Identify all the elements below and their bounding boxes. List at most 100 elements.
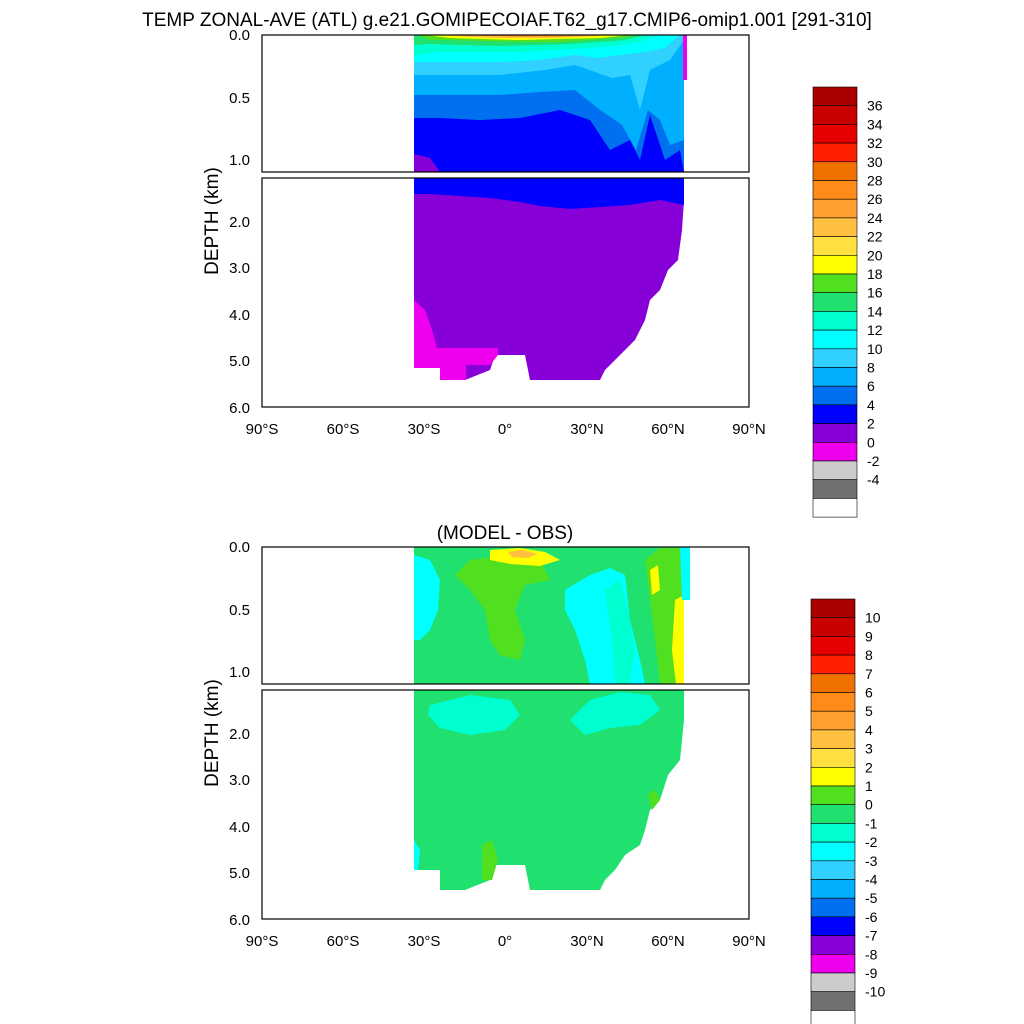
temperature-x-ticks: 90°S 60°S 30°S 0° 30°N 60°N 90°N [246,421,766,438]
temperature-panel: 0.0 0.5 1.0 2.0 3.0 4.0 5.0 6.0 90°S 60°… [202,27,883,518]
colorbar-label: -5 [865,890,878,906]
colorbar-swatch [810,841,856,862]
colorbar-label: 14 [867,303,883,319]
colorbar-label: 18 [867,266,883,282]
anomaly-pos3-surface [508,550,538,558]
colorbar-swatch [812,236,858,256]
difference-upper-frame [261,546,750,685]
xtick-label: 30°S [408,933,441,950]
difference-y-ticks: 0.0 0.5 1.0 2.0 3.0 4.0 5.0 6.0 [229,539,250,929]
anomaly-0-deep [414,690,684,890]
colorbar-swatch [812,217,858,237]
ytick-label: 1.0 [229,152,250,169]
ytick-label: 1.0 [229,664,250,681]
colorbar-swatch [810,879,856,899]
colorbar-label: -2 [865,834,878,850]
colorbar-label: 16 [867,285,883,301]
colorbar-label: -10 [865,984,885,1000]
colorbar-swatch [812,161,858,181]
colorbar-label: 12 [867,322,883,338]
ytick-label: 0.0 [229,539,250,556]
temperature-upper-frame [261,34,750,173]
bottom-cold-water [414,300,498,380]
colorbar-label: 22 [867,229,883,245]
colorbar-swatch [812,105,858,125]
colorbar-swatch [812,329,858,350]
colorbar-label: 0 [867,434,875,450]
difference-upper-fill [414,547,690,684]
colorbar-swatch [810,935,856,955]
colorbar-label: 5 [865,703,873,719]
colorbar-swatch [810,598,856,619]
temperature-y-ticks: 0.0 0.5 1.0 2.0 3.0 4.0 5.0 6.0 [229,27,250,417]
colorbar-swatch [812,404,858,424]
colorbar-swatch [810,710,856,731]
ytick-label: 0.5 [229,90,250,107]
ytick-label: 6.0 [229,912,250,929]
colorbar-label: 9 [865,628,873,644]
colorbar-label: -7 [865,928,878,944]
colorbar-label: 26 [867,191,883,207]
anomaly-neg1-deep-north [570,692,660,735]
colorbar-swatch [812,124,858,144]
anomaly-pos1-slope [648,790,660,810]
xtick-label: 90°S [246,421,279,438]
south-cold-corner [414,154,440,172]
colorbar-label: 10 [867,341,883,357]
ytick-label: 2.0 [229,726,250,743]
colorbar-label: -2 [867,453,880,469]
xtick-label: 30°N [570,421,604,438]
ytick-label: 3.0 [229,772,250,789]
difference-x-ticks: 90°S 60°S 30°S 0° 30°N 60°N 90°N [246,933,766,950]
colorbar-label: 10 [865,610,881,626]
colorbar-label: 8 [865,647,873,663]
colorbar-label: 34 [867,116,883,132]
xtick-label: 30°S [408,421,441,438]
colorbar-swatch [812,86,858,107]
temperature-y-axis-label: DEPTH (km) [202,167,223,275]
difference-panel: (MODEL - OBS) 0.0 0.5 1. [202,523,885,1024]
colorbar-swatch [812,441,858,462]
temperature-lower-frame [261,177,750,408]
difference-y-axis-label: DEPTH (km) [202,679,223,787]
colorbar-label: -4 [865,872,878,888]
anomaly-neg1-west [414,555,440,640]
colorbar-label: -9 [865,965,878,981]
colorbar-label: 36 [867,98,883,114]
colorbar-label: 28 [867,173,883,189]
colorbar-swatch [812,348,858,368]
colorbar-swatch [812,423,858,443]
anomaly-pos1-equator [455,556,550,660]
ytick-label: 0.5 [229,602,250,619]
xtick-label: 60°N [651,421,685,438]
figure-title: TEMP ZONAL-AVE (ATL) g.e21.GOMIPECOIAF.T… [142,10,872,31]
colorbar-swatch [812,479,858,499]
anomaly-pos2-b [672,595,684,684]
difference-lower-frame [261,689,750,920]
xtick-label: 0° [498,421,512,438]
xtick-label: 0° [498,933,512,950]
xtick-label: 90°N [732,933,766,950]
colorbar-swatch [810,617,856,637]
colorbar-swatch [812,367,858,387]
difference-title: (MODEL - OBS) [437,523,574,544]
anomaly-neg2-north [605,580,635,684]
anomaly-neg1-arctic [680,547,690,600]
colorbar-swatch [810,766,856,787]
colorbar-label: 20 [867,247,883,263]
anomaly-neg1-bottom [414,840,420,870]
band-6-deep [414,178,684,209]
colorbar-label: 4 [867,397,875,413]
colorbar-swatch [810,673,856,693]
colorbar-label: 1 [865,778,873,794]
band-4-deep [414,178,684,380]
colorbar-label: 0 [865,797,873,813]
colorbar-swatch [810,897,856,918]
anomaly-neg1-deep-south [428,695,520,735]
ytick-label: 5.0 [229,865,250,882]
colorbar-swatch [810,860,856,880]
colorbar-swatch [812,142,858,163]
colorbar-swatch [812,273,858,294]
arctic-cold-strip [683,35,687,80]
